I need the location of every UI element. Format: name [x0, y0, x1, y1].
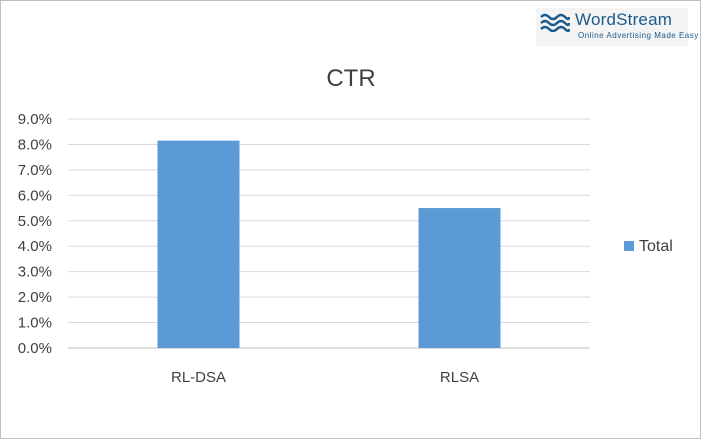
legend-label: Total	[639, 238, 673, 255]
gridlines	[68, 118, 590, 349]
bar-rl-dsa	[157, 140, 240, 348]
legend-swatch	[624, 241, 634, 251]
chart-title: CTR	[326, 65, 375, 92]
x-tick-label: RLSA	[440, 369, 479, 386]
bars	[157, 140, 501, 348]
y-tick-label: 0.0%	[18, 340, 52, 357]
bar-rlsa	[418, 208, 501, 348]
x-tick-label: RL-DSA	[171, 369, 226, 386]
y-tick-label: 6.0%	[18, 187, 52, 204]
y-tick-label: 1.0%	[18, 315, 52, 332]
logo-name: WordStream	[575, 10, 673, 29]
wordstream-logo: WordStream Online Advertising Made Easy	[536, 8, 698, 46]
y-axis-tick-labels: 0.0% 1.0% 2.0% 3.0% 4.0% 5.0% 6.0% 7.0% 8.0% 9.0%	[18, 111, 52, 357]
legend: Total	[624, 238, 673, 255]
y-tick-label: 7.0%	[18, 162, 52, 179]
y-tick-label: 4.0%	[18, 238, 52, 255]
y-tick-label: 3.0%	[18, 264, 52, 281]
y-tick-label: 2.0%	[18, 289, 52, 306]
y-tick-label: 9.0%	[18, 111, 52, 128]
x-axis-tick-labels: RL-DSA RLSA	[171, 369, 479, 386]
y-tick-label: 8.0%	[18, 136, 52, 153]
wave-icon	[540, 13, 570, 32]
y-tick-label: 5.0%	[18, 213, 52, 230]
logo-tagline: Online Advertising Made Easy	[578, 31, 699, 40]
